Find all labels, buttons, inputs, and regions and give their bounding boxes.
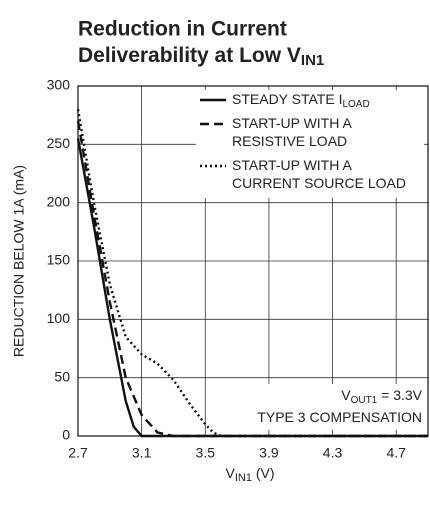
x-label-unit: (V) (252, 465, 275, 481)
y-tick-label: 300 (47, 77, 71, 93)
legend-text: RESISTIVE LOAD (232, 133, 347, 149)
x-label-sub: IN1 (235, 472, 252, 484)
annotation: VOUT1 = 3.3V (341, 387, 422, 406)
annotation-part: OUT1 (351, 395, 378, 406)
legend-label: STEADY STATE ILOAD (232, 91, 370, 110)
line-series (76, 138, 428, 438)
x-tick-label: 3.5 (196, 445, 216, 461)
legend-text: START-UP WITH A (232, 115, 352, 131)
y-tick-label: 250 (47, 135, 71, 151)
y-tick-label: 150 (47, 252, 71, 268)
x-axis-label: VIN1 (V) (225, 465, 274, 484)
annotation: TYPE 3 COMPENSATION (257, 409, 422, 425)
legend-label: RESISTIVE LOAD (232, 133, 347, 149)
legend-label: START-UP WITH A (232, 157, 352, 173)
line-series (76, 120, 428, 438)
legend-label: CURRENT SOURCE LOAD (232, 175, 406, 191)
x-tick-label: 2.7 (68, 445, 88, 461)
annotation-part: V (341, 387, 351, 403)
legend-sub: LOAD (342, 99, 369, 110)
y-tick-label: 200 (47, 193, 71, 209)
line-series (76, 109, 428, 438)
x-tick-label: 4.7 (386, 445, 406, 461)
y-tick-label: 100 (47, 310, 71, 326)
legend-text: CURRENT SOURCE LOAD (232, 175, 406, 191)
chart-title: Deliverability at Low VIN1 (78, 44, 324, 69)
legend-text: STEADY STATE I (232, 91, 342, 107)
x-tick-label: 3.9 (259, 445, 279, 461)
y-tick-label: 50 (54, 368, 70, 384)
y-tick-label: 0 (62, 427, 70, 443)
chart-title: Reduction in Current (78, 18, 287, 41)
legend-label: START-UP WITH A (232, 115, 352, 131)
y-axis-label: REDUCTION BELOW 1A (mA) (11, 165, 27, 357)
legend-box (196, 90, 424, 198)
title-sub: IN1 (301, 52, 324, 69)
x-tick-label: 4.3 (323, 445, 343, 461)
annotation-part: = 3.3V (377, 387, 422, 403)
legend-text: START-UP WITH A (232, 157, 352, 173)
annotation-box (262, 384, 426, 430)
x-tick-label: 3.1 (132, 445, 152, 461)
title-text: Deliverability at Low V (78, 44, 301, 67)
x-label: V (225, 465, 235, 481)
annotation-part: TYPE 3 COMPENSATION (257, 409, 422, 425)
